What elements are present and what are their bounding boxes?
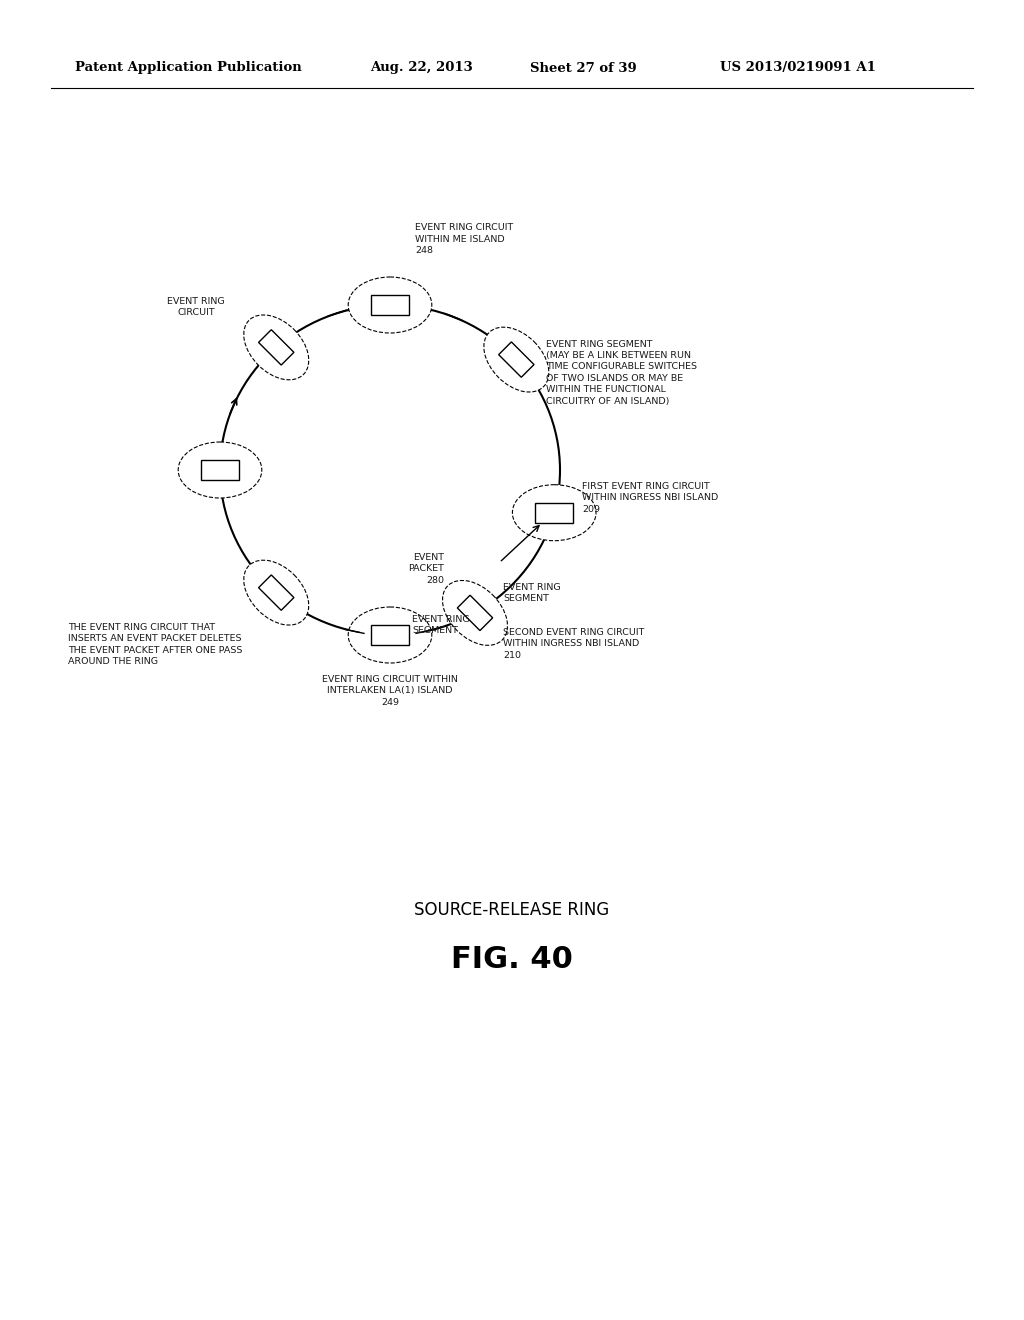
Ellipse shape (512, 484, 596, 541)
Ellipse shape (442, 581, 508, 645)
Bar (536, 503, 573, 523)
Bar (259, 330, 294, 366)
Bar (259, 576, 294, 610)
Text: US 2013/0219091 A1: US 2013/0219091 A1 (720, 62, 876, 74)
Text: THE EVENT RING CIRCUIT THAT
INSERTS AN EVENT PACKET DELETES
THE EVENT PACKET AFT: THE EVENT RING CIRCUIT THAT INSERTS AN E… (68, 623, 243, 667)
Text: EVENT RING CIRCUIT WITHIN
INTERLAKEN LA(1) ISLAND
249: EVENT RING CIRCUIT WITHIN INTERLAKEN LA(… (323, 675, 458, 708)
Text: EVENT RING CIRCUIT
WITHIN ME ISLAND
248: EVENT RING CIRCUIT WITHIN ME ISLAND 248 (415, 223, 513, 255)
Bar (371, 624, 409, 645)
Bar (371, 294, 409, 315)
Ellipse shape (178, 442, 262, 498)
Text: Patent Application Publication: Patent Application Publication (75, 62, 302, 74)
Ellipse shape (348, 277, 432, 333)
Text: SECOND EVENT RING CIRCUIT
WITHIN INGRESS NBI ISLAND
210: SECOND EVENT RING CIRCUIT WITHIN INGRESS… (503, 628, 644, 660)
Text: Sheet 27 of 39: Sheet 27 of 39 (530, 62, 637, 74)
Text: EVENT RING
CIRCUIT: EVENT RING CIRCUIT (168, 297, 225, 317)
Text: FIG. 40: FIG. 40 (451, 945, 573, 974)
Ellipse shape (484, 327, 549, 392)
Ellipse shape (244, 560, 308, 626)
Ellipse shape (244, 315, 308, 380)
Bar (499, 342, 534, 378)
Text: EVENT
PACKET
280: EVENT PACKET 280 (409, 553, 444, 585)
Text: SOURCE-RELEASE RING: SOURCE-RELEASE RING (415, 902, 609, 919)
Text: FIRST EVENT RING CIRCUIT
WITHIN INGRESS NBI ISLAND
209: FIRST EVENT RING CIRCUIT WITHIN INGRESS … (583, 482, 719, 513)
Ellipse shape (348, 607, 432, 663)
Text: EVENT RING SEGMENT
(MAY BE A LINK BETWEEN RUN
TIME CONFIGURABLE SWITCHES
OF TWO : EVENT RING SEGMENT (MAY BE A LINK BETWEE… (547, 339, 697, 405)
Bar (201, 459, 239, 480)
Text: EVENT RING
SEGMENT: EVENT RING SEGMENT (412, 615, 470, 635)
Text: EVENT RING
SEGMENT: EVENT RING SEGMENT (503, 582, 560, 603)
Text: Aug. 22, 2013: Aug. 22, 2013 (370, 62, 473, 74)
Bar (458, 595, 493, 631)
